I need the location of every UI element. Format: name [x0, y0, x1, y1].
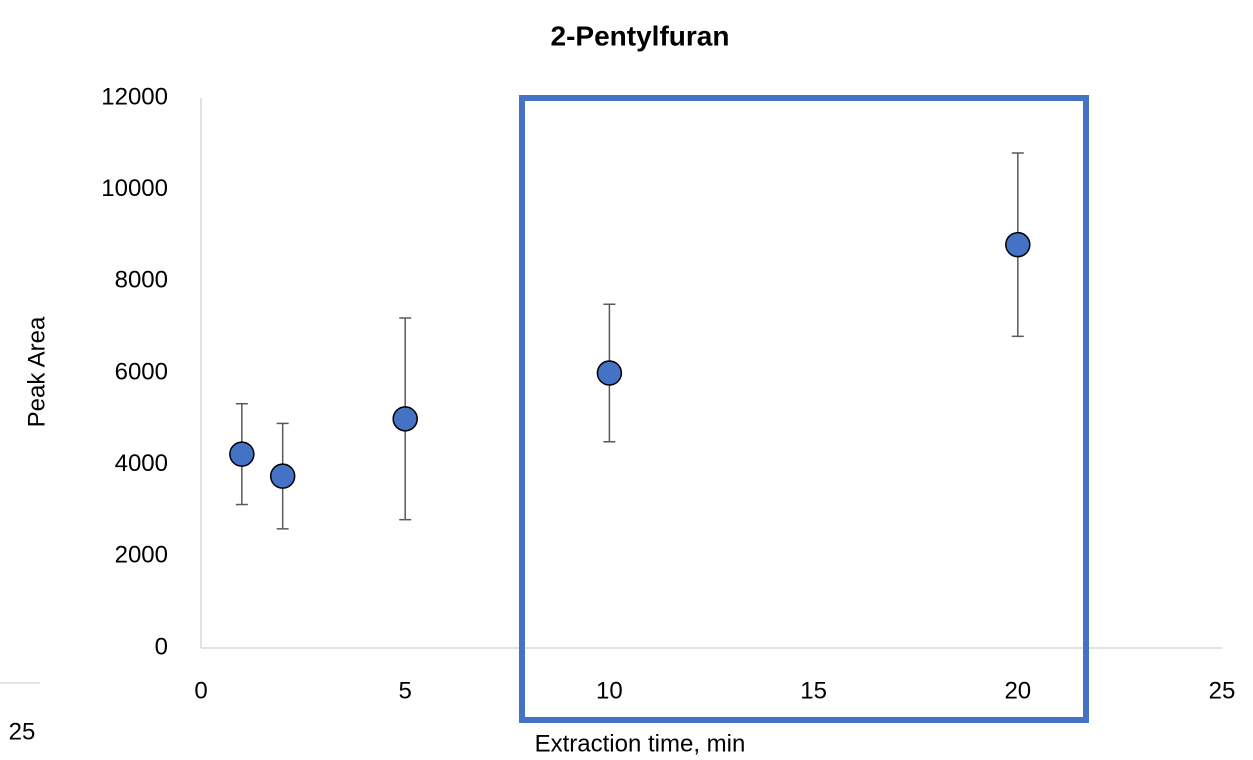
y-tick-label: 8000 — [115, 267, 168, 294]
y-axis-title: Peak Area — [23, 316, 50, 427]
y-tick-label: 0 — [155, 633, 168, 660]
chart-title: 2-Pentylfuran — [551, 20, 730, 51]
x-tick-label: 10 — [596, 677, 623, 704]
x-axis-title: Extraction time, min — [535, 730, 746, 757]
y-tick-label: 12000 — [101, 83, 168, 110]
y-tick-label: 6000 — [115, 358, 168, 385]
point — [392, 406, 418, 432]
x-tick-label: 20 — [1004, 677, 1031, 704]
point — [596, 360, 623, 386]
x-tick-label: 0 — [194, 677, 207, 704]
point — [1005, 231, 1031, 258]
highlight-box — [519, 95, 1089, 723]
x-tick-label: 25 — [1209, 677, 1236, 704]
point — [269, 463, 296, 489]
y-tick-label: 4000 — [115, 450, 168, 477]
x-tick-label: 5 — [399, 677, 412, 704]
y-tick-label: 2000 — [115, 542, 168, 569]
neighbor-tick-label: 25 — [9, 718, 36, 745]
plot-area: 0 2000 4000 6000 8000 10000 12000 0 5 10 15 20 25 — [101, 83, 1235, 704]
y-tick-label: 10000 — [101, 175, 168, 202]
x-tick-label: 15 — [800, 677, 827, 704]
point — [229, 441, 255, 467]
